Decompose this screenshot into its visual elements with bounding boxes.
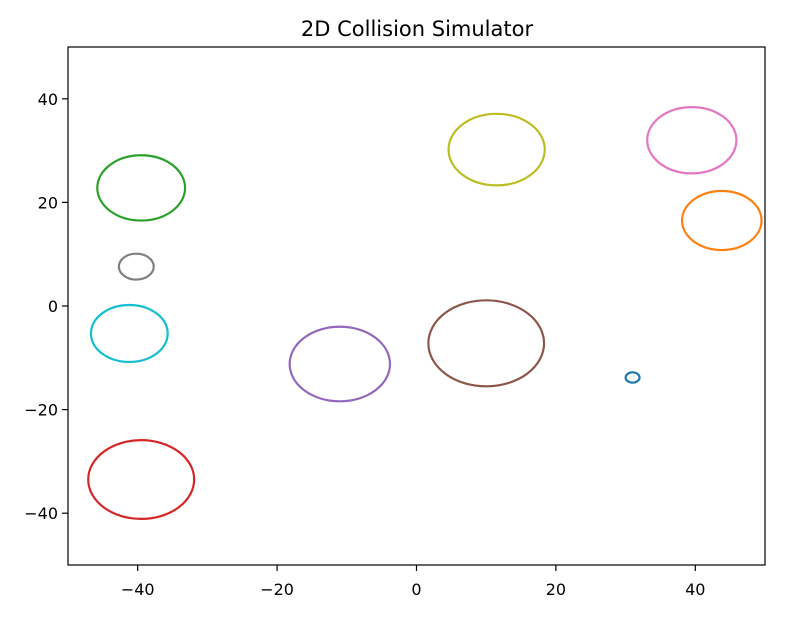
chart-title: 2D Collision Simulator [301,17,534,41]
ball-circle-1 [624,371,641,384]
ball-circle-3 [96,154,187,222]
x-tick-label: 20 [546,580,566,599]
ball-circle-6 [427,299,546,388]
x-tick-label: 40 [685,580,705,599]
ball-circles [87,105,763,520]
x-tick-label: 0 [411,580,421,599]
ball-circle-8 [117,252,155,281]
y-tick-label: −40 [24,504,58,523]
y-tick-label: 20 [38,193,58,212]
ball-circle-5 [288,325,392,403]
x-tick-label: −40 [121,580,155,599]
ball-circle-10 [89,303,169,364]
ball-circle-7 [646,105,738,175]
ball-circle-9 [447,112,546,187]
y-tick-label: −20 [24,401,58,420]
x-tick-label: −20 [260,580,294,599]
y-tick-label: 0 [48,297,58,316]
y-axis-ticks: 40 20 0 −20 −40 [24,90,68,523]
ball-circle-2 [680,189,763,252]
x-axis-ticks: −40 −20 0 20 40 [121,565,705,599]
y-tick-label: 40 [38,90,58,109]
ball-circle-4 [87,439,196,520]
